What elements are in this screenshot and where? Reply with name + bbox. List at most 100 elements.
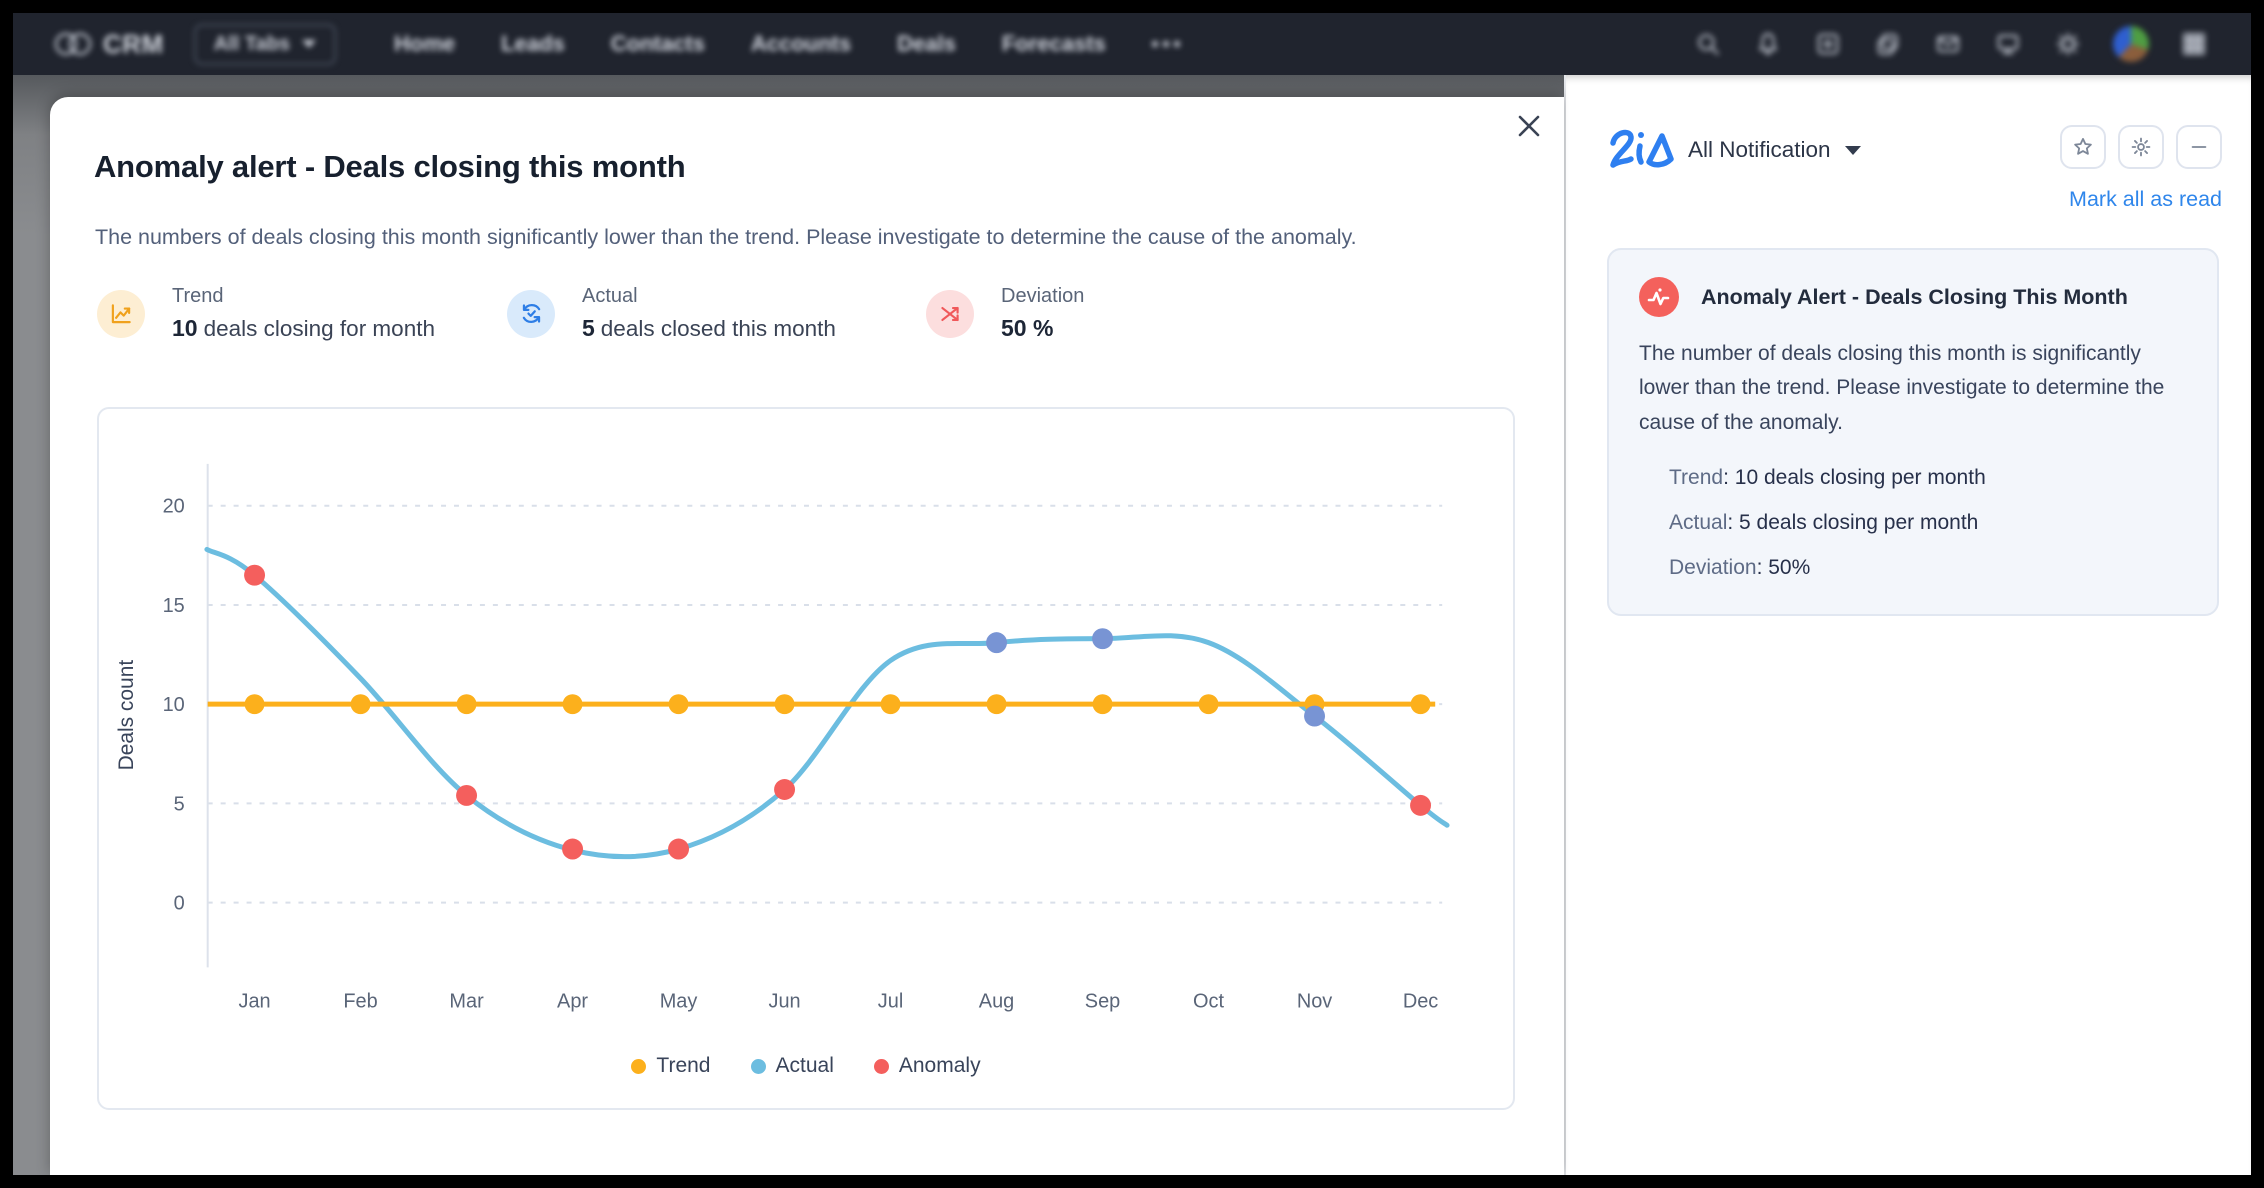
detail-actual: Actual: 5 deals closing per month xyxy=(1669,511,2187,535)
zoho-crm-logo[interactable]: CRM xyxy=(53,29,164,60)
star-filter-button[interactable] xyxy=(2060,125,2106,169)
search-icon[interactable] xyxy=(1693,29,1723,59)
all-tabs-dropdown[interactable]: All Tabs xyxy=(193,23,337,65)
chevron-down-icon xyxy=(1844,145,1861,155)
notification-title: Anomaly Alert - Deals Closing This Month xyxy=(1701,284,2128,309)
svg-text:20: 20 xyxy=(163,496,185,518)
stat-trend-label: Trend xyxy=(172,285,224,307)
nav-item-forecasts[interactable]: Forecasts xyxy=(1001,31,1106,56)
stat-trend-text: deals closing for month xyxy=(203,316,435,341)
notification-filter-dropdown[interactable]: All Notification xyxy=(1688,137,1861,163)
svg-text:Dec: Dec xyxy=(1403,990,1438,1012)
nav-item-home[interactable]: Home xyxy=(394,31,456,56)
zoho-logo-icon xyxy=(54,32,92,56)
detail-trend-value: : 10 deals closing per month xyxy=(1723,466,1986,490)
zia-logo xyxy=(1606,121,1676,184)
sync-check-icon xyxy=(507,289,555,338)
detail-deviation: Deviation: 50% xyxy=(1669,556,2187,580)
display-icon[interactable] xyxy=(1993,29,2023,59)
legend-item: Trend xyxy=(631,1054,711,1078)
modal-title: Anomaly alert - Deals closing this month xyxy=(94,149,686,184)
stat-actual-value: 5 xyxy=(582,315,595,341)
user-avatar[interactable] xyxy=(2113,26,2149,62)
content-row: Anomaly alert - Deals closing this month… xyxy=(13,75,2251,1175)
stat-deviation-value: 50 % xyxy=(1001,315,1054,341)
notification-filter-label: All Notification xyxy=(1688,137,1831,162)
legend-item: Anomaly xyxy=(873,1054,981,1078)
svg-text:10: 10 xyxy=(163,694,185,716)
svg-text:15: 15 xyxy=(163,595,185,617)
stat-actual-text: deals closed this month xyxy=(600,316,836,341)
stat-actual: Actual 5 deals closed this month xyxy=(507,285,836,342)
notification-details: Trend: 10 deals closing per month Actual… xyxy=(1669,466,2187,580)
trend-chart-icon xyxy=(97,289,145,338)
stat-deviation-label: Deviation xyxy=(1001,285,1085,307)
svg-text:Nov: Nov xyxy=(1297,990,1332,1012)
svg-text:Deals count: Deals count xyxy=(115,660,138,771)
svg-text:Sep: Sep xyxy=(1085,990,1120,1012)
notification-card-header: Anomaly Alert - Deals Closing This Month xyxy=(1639,277,2187,317)
svg-text:Jan: Jan xyxy=(238,990,270,1012)
chevron-down-icon xyxy=(302,40,317,48)
deviation-arrows-icon xyxy=(926,289,974,338)
legend-label: Anomaly xyxy=(898,1054,981,1077)
bell-icon[interactable] xyxy=(1753,29,1783,59)
nav-item-deals[interactable]: Deals xyxy=(897,31,956,56)
all-tabs-label: All Tabs xyxy=(213,32,291,55)
more-menu-icon[interactable] xyxy=(1151,41,1180,47)
svg-text:Mar: Mar xyxy=(449,990,484,1012)
legend-dot-icon xyxy=(750,1058,766,1074)
add-record-icon[interactable] xyxy=(1813,29,1843,59)
navbar-left: CRM All Tabs Home Leads Contacts Account… xyxy=(53,23,1180,65)
svg-text:Jul: Jul xyxy=(878,990,903,1012)
nav-item-contacts[interactable]: Contacts xyxy=(610,31,705,56)
stat-actual-label: Actual xyxy=(582,285,638,307)
mark-all-as-read-link[interactable]: Mark all as read xyxy=(2069,187,2222,211)
anomaly-pulse-icon xyxy=(1639,277,1679,317)
svg-text:Jun: Jun xyxy=(768,990,800,1012)
anomaly-alert-modal: Anomaly alert - Deals closing this month… xyxy=(50,97,1564,1175)
panel-actions xyxy=(2060,125,2222,169)
stat-trend-value: 10 xyxy=(172,315,198,341)
collapse-panel-button[interactable] xyxy=(2176,125,2222,169)
nav-item-leads[interactable]: Leads xyxy=(501,31,565,56)
dimmed-backdrop: Anomaly alert - Deals closing this month… xyxy=(13,75,1564,1175)
nav-item-accounts[interactable]: Accounts xyxy=(750,31,852,56)
legend-item: Actual xyxy=(750,1054,834,1078)
svg-text:Feb: Feb xyxy=(343,990,377,1012)
app-grid-icon[interactable] xyxy=(2179,29,2209,59)
svg-text:Oct: Oct xyxy=(1193,990,1224,1012)
legend-label: Trend xyxy=(656,1054,711,1077)
modal-description: The numbers of deals closing this month … xyxy=(95,225,1357,249)
svg-text:Aug: Aug xyxy=(979,990,1014,1012)
brand-label: CRM xyxy=(103,28,164,59)
chart-legend: Trend Actual Anomaly xyxy=(99,1054,1513,1078)
detail-actual-label: Actual xyxy=(1669,511,1728,535)
gear-icon[interactable] xyxy=(2053,29,2083,59)
settings-button[interactable] xyxy=(2118,125,2164,169)
legend-label: Actual xyxy=(775,1054,834,1077)
recent-items-icon[interactable] xyxy=(1873,29,1903,59)
app-frame: CRM All Tabs Home Leads Contacts Account… xyxy=(13,13,2251,1175)
detail-deviation-value: : 50% xyxy=(1756,556,1811,580)
zia-notification-panel: All Notification Mark all as read xyxy=(1566,75,2251,1175)
navbar-right xyxy=(1693,26,2209,62)
deals-chart-card: 0 5 10 15 20 Deals count Jan Feb Mar Apr May Jun Jul… xyxy=(97,407,1515,1110)
svg-text:Apr: Apr xyxy=(557,990,588,1012)
detail-actual-value: : 5 deals closing per month xyxy=(1727,511,1979,535)
legend-dot-icon xyxy=(631,1058,647,1074)
svg-text:0: 0 xyxy=(174,893,185,915)
stat-trend: Trend 10 deals closing for month xyxy=(97,285,435,342)
panel-divider xyxy=(1564,75,1566,1175)
anomaly-notification-card[interactable]: Anomaly Alert - Deals Closing This Month… xyxy=(1607,248,2219,617)
legend-dot-icon xyxy=(873,1058,889,1074)
top-navbar: CRM All Tabs Home Leads Contacts Account… xyxy=(13,13,2251,75)
detail-deviation-label: Deviation xyxy=(1669,556,1757,580)
deals-chart[interactable]: 0 5 10 15 20 Deals count Jan Feb Mar Apr May Jun Jul… xyxy=(99,409,1513,1110)
stat-deviation: Deviation 50 % xyxy=(926,285,1084,342)
notification-body: The number of deals closing this month i… xyxy=(1639,342,2165,434)
mail-icon[interactable] xyxy=(1933,29,1963,59)
close-icon[interactable] xyxy=(1510,107,1548,145)
navbar-content: CRM All Tabs Home Leads Contacts Account… xyxy=(13,13,2251,75)
